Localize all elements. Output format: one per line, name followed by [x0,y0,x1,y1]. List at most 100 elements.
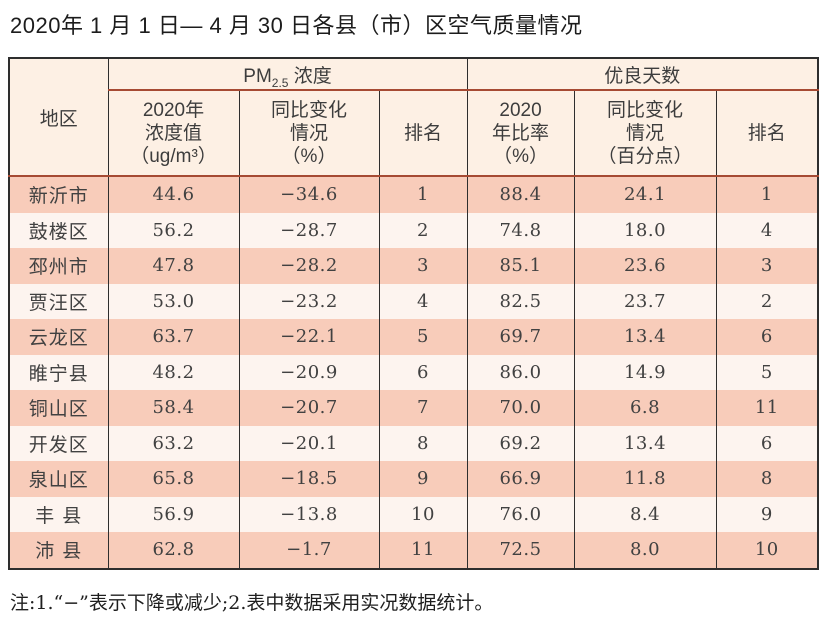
good-rank-cell: 3 [715,248,819,284]
header-good-rate: 2020 年比率 （%） [466,90,575,177]
pm-value-cell: 44.6 [107,176,240,213]
header-pm25-group: PM2.5 浓度 [107,58,468,91]
good-change-cell: 8.0 [573,532,717,569]
pm-rank-cell: 2 [378,212,468,248]
pm-change-cell: −13.8 [238,496,380,532]
good-change-cell: 23.6 [573,248,717,284]
good-change-cell: 24.1 [573,176,717,213]
good-rank-cell: 10 [715,532,819,569]
good-change-cell: 13.4 [573,425,717,461]
pm-change-cell: −28.2 [238,248,380,284]
good-rank-cell: 5 [715,354,819,390]
pm-rank-cell: 11 [378,532,468,569]
good-change-cell: 11.8 [573,461,717,497]
good-rank-cell: 9 [715,496,819,532]
good-rate-cell: 76.0 [466,496,575,532]
region-cell: 贾汪区 [8,283,109,319]
header-good-rank: 排名 [715,90,819,177]
header-pm-rank: 排名 [378,90,468,177]
pm-change-cell: −20.7 [238,390,380,426]
header-pm-change: 同比变化 情况 （%） [238,90,380,177]
good-change-cell: 23.7 [573,283,717,319]
header-good-change: 同比变化 情况 （百分点） [573,90,717,177]
page-title: 2020年 1 月 1 日— 4 月 30 日各县（市）区空气质量情况 [10,13,583,38]
pm-rank-cell: 4 [378,283,468,319]
pm-value-cell: 47.8 [107,248,240,284]
header-region: 地区 [8,58,109,177]
region-cell: 开发区 [8,425,109,461]
good-rank-cell: 1 [715,176,819,213]
pm25-label-prefix: PM [243,65,272,87]
good-rank-cell: 6 [715,425,819,461]
table-row: 新沂市 44.6 −34.6 1 88.4 24.1 1 [8,176,819,213]
good-rate-cell: 70.0 [466,390,575,426]
pm-change-cell: −34.6 [238,176,380,213]
good-rate-cell: 74.8 [466,212,575,248]
table-row: 鼓楼区 56.2 −28.7 2 74.8 18.0 4 [8,212,819,248]
pm-value-cell: 62.8 [107,532,240,569]
good-change-cell: 8.4 [573,496,717,532]
pm-change-cell: −1.7 [238,532,380,569]
pm-rank-cell: 8 [378,425,468,461]
good-rate-cell: 66.9 [466,461,575,497]
table-row: 睢宁县 48.2 −20.9 6 86.0 14.9 5 [8,354,819,390]
table-body: 新沂市 44.6 −34.6 1 88.4 24.1 1 鼓楼区 56.2 −28.7 2 74.8 1… [8,176,819,569]
good-change-cell: 13.4 [573,319,717,355]
table-header: 地区 PM2.5 浓度 优良天数 2020年 浓度值 （ug/m³） 同比变化 … [8,58,819,177]
table-row: 丰 县 56.9 −13.8 10 76.0 8.4 9 [8,496,819,532]
region-cell: 沛 县 [8,532,109,569]
pm-value-cell: 48.2 [107,354,240,390]
region-cell: 新沂市 [8,176,109,213]
good-change-cell: 6.8 [573,390,717,426]
region-cell: 泉山区 [8,461,109,497]
pm-change-cell: −23.2 [238,283,380,319]
pm-value-cell: 56.2 [107,212,240,248]
region-cell: 云龙区 [8,319,109,355]
table-row: 云龙区 63.7 −22.1 5 69.7 13.4 6 [8,319,819,355]
pm-change-cell: −22.1 [238,319,380,355]
good-rank-cell: 6 [715,319,819,355]
good-rate-cell: 88.4 [466,176,575,213]
pm-rank-cell: 9 [378,461,468,497]
pm-value-cell: 58.4 [107,390,240,426]
good-rank-cell: 11 [715,390,819,426]
pm-change-cell: −18.5 [238,461,380,497]
air-quality-table: 地区 PM2.5 浓度 优良天数 2020年 浓度值 （ug/m³） 同比变化 … [8,57,820,570]
pm-rank-cell: 5 [378,319,468,355]
pm-value-cell: 56.9 [107,496,240,532]
table-row: 邳州市 47.8 −28.2 3 85.1 23.6 3 [8,248,819,284]
good-change-cell: 18.0 [573,212,717,248]
region-cell: 鼓楼区 [8,212,109,248]
good-rank-cell: 8 [715,461,819,497]
pm25-label-suffix: 浓度 [288,65,332,87]
table-row: 泉山区 65.8 −18.5 9 66.9 11.8 8 [8,461,819,497]
table-row: 开发区 63.2 −20.1 8 69.2 13.4 6 [8,425,819,461]
pm-change-cell: −20.1 [238,425,380,461]
header-pm-value: 2020年 浓度值 （ug/m³） [107,90,240,177]
pm-rank-cell: 3 [378,248,468,284]
pm-rank-cell: 7 [378,390,468,426]
footnote: 注:1.“−”表示下降或减少;2.表中数据采用实况数据统计。 [10,592,494,614]
region-cell: 睢宁县 [8,354,109,390]
table-row: 沛 县 62.8 −1.7 11 72.5 8.0 10 [8,532,819,569]
region-cell: 邳州市 [8,248,109,284]
pm-value-cell: 63.2 [107,425,240,461]
header-group-row: 地区 PM2.5 浓度 优良天数 [8,58,819,177]
good-rank-cell: 2 [715,283,819,319]
pm-rank-cell: 1 [378,176,468,213]
pm-change-cell: −20.9 [238,354,380,390]
good-rate-cell: 86.0 [466,354,575,390]
good-change-cell: 14.9 [573,354,717,390]
table-row: 铜山区 58.4 −20.7 7 70.0 6.8 11 [8,390,819,426]
pm-rank-cell: 10 [378,496,468,532]
table-row: 贾汪区 53.0 −23.2 4 82.5 23.7 2 [8,283,819,319]
good-rate-cell: 69.2 [466,425,575,461]
pm25-label-subscript: 2.5 [271,75,289,90]
good-rate-cell: 82.5 [466,283,575,319]
pm-change-cell: −28.7 [238,212,380,248]
good-rate-cell: 69.7 [466,319,575,355]
pm-value-cell: 63.7 [107,319,240,355]
header-sub-row: 2020年 浓度值 （ug/m³） 同比变化 情况 （%） 排名 2020 年比… [9,90,819,177]
pm-rank-cell: 6 [378,354,468,390]
